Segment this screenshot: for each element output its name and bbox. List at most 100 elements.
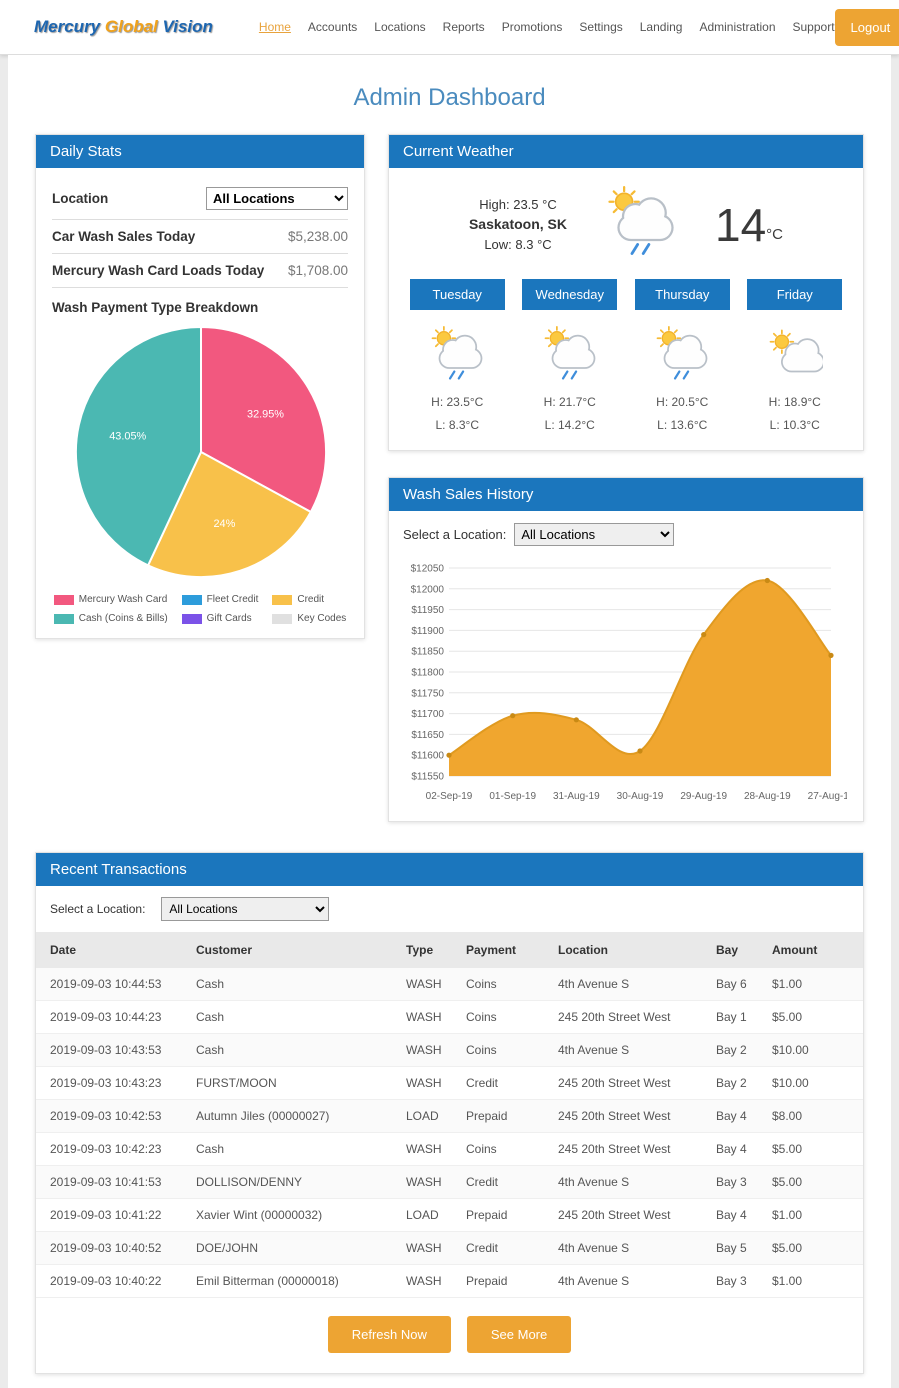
data-point	[637, 748, 643, 754]
see-more-button[interactable]: See More	[466, 1316, 572, 1353]
tx-amount: $8.00	[772, 1109, 803, 1123]
nav-item-locations[interactable]: Locations	[374, 20, 426, 34]
legend-swatch	[181, 594, 202, 605]
payment-breakdown-pie-chart: 32.95% 24% 43.05%	[74, 325, 328, 579]
tx-bay: Bay 1	[716, 1010, 747, 1024]
tx-date: 2019-09-03 10:42:53	[50, 1109, 162, 1123]
nav-item-home[interactable]: Home	[258, 20, 291, 34]
current-temp-unit: °C	[766, 225, 784, 243]
legend-swatch	[272, 594, 293, 605]
sales-history-header: Wash Sales History	[389, 478, 863, 511]
main-nav: Home Accounts Locations Reports Promotions Se…	[259, 20, 835, 34]
transaction-row[interactable]: 2019-09-03 10:41:53 DOLLISON/DENNY WASH Cre…	[36, 1166, 863, 1199]
tx-bay: Bay 2	[716, 1076, 747, 1090]
stat-row-card-loads: Mercury Wash Card Loads Today $1,708.00	[52, 254, 348, 288]
weather-day-friday: Friday H: 18.9°C L: 10.3°C	[739, 279, 852, 432]
transaction-row[interactable]: 2019-09-03 10:42:23 Cash WASH Coins 245 20th…	[36, 1133, 863, 1166]
tx-location: 245 20th Street West	[558, 1208, 671, 1222]
tx-location: 245 20th Street West	[558, 1142, 671, 1156]
tx-payment: Credit	[466, 1241, 499, 1255]
transaction-row[interactable]: 2019-09-03 10:43:23 FURST/MOON WASH Credit 2…	[36, 1067, 863, 1100]
column-header-date: Date	[50, 943, 77, 957]
logo-vision: Vision	[162, 17, 213, 36]
tx-amount: $5.00	[772, 1010, 803, 1024]
sales-history-location-select[interactable]: All Locations	[514, 523, 675, 546]
x-axis-label: 30-Aug-19	[617, 791, 664, 802]
daily-stats-card: Daily Stats Location All Locations Car W…	[35, 134, 365, 639]
y-axis-label: $11800	[411, 668, 444, 679]
day-button-tuesday[interactable]: Tuesday	[409, 279, 505, 310]
nav-item-settings[interactable]: Settings	[579, 20, 623, 34]
stat-label: Mercury Wash Card Loads Today	[52, 263, 265, 278]
nav-item-landing[interactable]: Landing	[639, 20, 683, 34]
location-label: Location	[52, 191, 109, 206]
legend-swatch	[53, 594, 74, 605]
data-point	[701, 632, 707, 638]
transaction-row[interactable]: 2019-09-03 10:40:22 Emil Bitterman (00000…	[36, 1265, 863, 1298]
transaction-row[interactable]: 2019-09-03 10:41:22 Xavier Wint (00000032…	[36, 1199, 863, 1232]
wash-sales-history-card: Wash Sales History Select a Location: Al…	[388, 477, 864, 822]
legend-label: Gift Cards	[206, 613, 252, 624]
nav-item-promotions[interactable]: Promotions	[501, 20, 563, 34]
pie-slice-label: 24%	[214, 518, 236, 530]
transaction-row[interactable]: 2019-09-03 10:44:53 Cash WASH Coins 4th Aven…	[36, 968, 863, 1001]
day-high-temp: H: 20.5°C	[656, 395, 709, 409]
weather-day-tuesday: Tuesday H: 23.5°C L: 8.3°C	[401, 279, 514, 432]
weather-day-wednesday: Wednesday H: 21.7°C L: 14.2°C	[514, 279, 627, 432]
nav-item-administration[interactable]: Administration	[699, 20, 776, 34]
transaction-row[interactable]: 2019-09-03 10:42:53 Autumn Jiles (0000002…	[36, 1100, 863, 1133]
wash-sales-area-chart: $12050 $12000 $11950 $11900 $11850 $11800 $117…	[411, 564, 855, 803]
tx-customer: Cash	[196, 1043, 225, 1057]
y-axis-label: $11950	[411, 605, 444, 616]
current-weather-card: Current Weather High: 23.5 °C Saskatoon,…	[388, 134, 864, 451]
pie-slice-label: 32.95%	[247, 409, 284, 421]
day-high-temp: H: 23.5°C	[431, 395, 484, 409]
transaction-row[interactable]: 2019-09-03 10:44:23 Cash WASH Coins 245 20th…	[36, 1001, 863, 1034]
weather-location-block: High: 23.5 °C Saskatoon, SK Low: 8.3 °C	[469, 195, 567, 255]
current-temp-value: 14	[715, 198, 767, 251]
sun-cloud-rain-icon	[429, 326, 485, 387]
tx-type: WASH	[406, 1043, 442, 1057]
nav-item-accounts[interactable]: Accounts	[307, 20, 358, 34]
app-logo[interactable]: Mercury Global Vision	[34, 17, 213, 37]
nav-item-reports[interactable]: Reports	[442, 20, 485, 34]
legend-item: Mercury Wash Card	[53, 594, 168, 605]
transaction-row[interactable]: 2019-09-03 10:40:52 DOE/JOHN WASH Credit 4th…	[36, 1232, 863, 1265]
tx-type: WASH	[406, 1274, 442, 1288]
tx-payment: Prepaid	[466, 1274, 508, 1288]
legend-item: Fleet Credit	[181, 594, 258, 605]
tx-location: 245 20th Street West	[558, 1076, 671, 1090]
stat-row-car-wash-sales: Car Wash Sales Today $5,238.00	[52, 220, 348, 254]
day-button-friday[interactable]: Friday	[747, 279, 843, 310]
transaction-row[interactable]: 2019-09-03 10:43:53 Cash WASH Coins 4th Aven…	[36, 1034, 863, 1067]
day-button-thursday[interactable]: Thursday	[634, 279, 730, 310]
weather-high: High: 23.5 °C	[479, 196, 557, 212]
tx-customer: Xavier Wint (00000032)	[196, 1208, 323, 1222]
day-low-temp: L: 10.3°C	[769, 418, 820, 432]
x-axis-label: 28-Aug-19	[744, 791, 791, 802]
logo-mercury: Mercury	[34, 17, 101, 36]
transactions-location-select[interactable]: All Locations	[161, 897, 330, 921]
day-low-temp: L: 14.2°C	[544, 418, 595, 432]
tx-customer: FURST/MOON	[196, 1076, 277, 1090]
daily-stats-location-select[interactable]: All Locations	[206, 187, 348, 210]
tx-date: 2019-09-03 10:40:22	[50, 1274, 162, 1288]
tx-payment: Credit	[466, 1076, 499, 1090]
refresh-now-button[interactable]: Refresh Now	[327, 1316, 451, 1353]
nav-item-support[interactable]: Support	[792, 20, 835, 34]
logout-button[interactable]: Logout	[834, 8, 899, 46]
data-point	[573, 717, 579, 723]
pie-slice-cash-coins-bills-	[74, 325, 202, 567]
column-header-payment: Payment	[466, 943, 517, 957]
weather-city: Saskatoon, SK	[468, 216, 567, 232]
tx-date: 2019-09-03 10:41:53	[50, 1175, 162, 1189]
logo-global: Global	[104, 17, 158, 36]
y-axis-label: $12000	[411, 584, 445, 595]
breakdown-title: Wash Payment Type Breakdown	[52, 300, 259, 315]
day-button-wednesday[interactable]: Wednesday	[522, 279, 618, 310]
tx-bay: Bay 3	[716, 1175, 747, 1189]
sun-cloud-rain-icon	[654, 326, 710, 387]
transactions-table-body: 2019-09-03 10:44:53 Cash WASH Coins 4th Aven…	[36, 968, 863, 1298]
tx-bay: Bay 4	[716, 1208, 747, 1222]
legend-swatch	[181, 613, 202, 624]
